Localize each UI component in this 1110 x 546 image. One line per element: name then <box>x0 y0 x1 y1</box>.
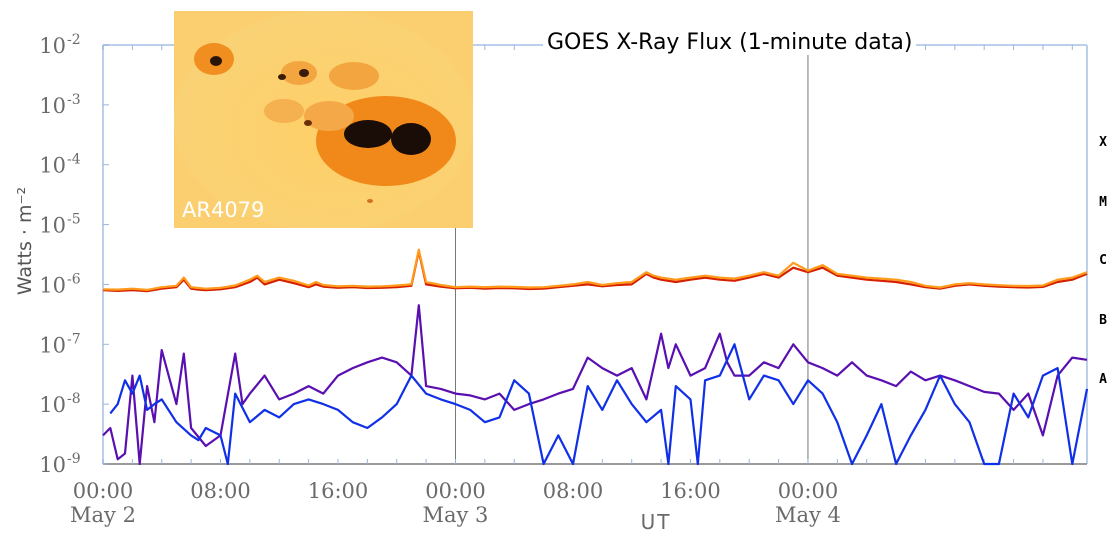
x-tick-time: 00:00 <box>425 479 486 503</box>
y-tick-exponent: -5 <box>67 212 81 228</box>
y-tick-label: 10 <box>39 214 66 238</box>
flare-class-label: A <box>1099 372 1107 387</box>
x-tick-time: 16:00 <box>660 479 721 503</box>
series-line-2 <box>102 304 1088 466</box>
x-tick-time: 08:00 <box>543 479 604 503</box>
y-tick-exponent: -8 <box>67 391 81 407</box>
x-tick-date: May 2 <box>70 503 136 527</box>
flare-class-label: X <box>1099 135 1107 150</box>
series-line-1 <box>102 248 1088 291</box>
x-tick-time: 16:00 <box>308 479 369 503</box>
active-region-label: AR4079 <box>182 198 265 222</box>
y-tick-exponent: -9 <box>67 451 81 467</box>
y-axis-title: Watts · m⁻² <box>14 186 36 296</box>
y-tick-exponent: -2 <box>67 32 81 48</box>
y-tick-exponent: -7 <box>67 331 81 347</box>
y-tick-exponent: -4 <box>67 152 81 168</box>
y-tick-label: 10 <box>39 453 66 477</box>
x-tick-time: 00:00 <box>73 479 134 503</box>
flare-class-label: B <box>1099 313 1107 328</box>
series-line-0 <box>102 250 1088 293</box>
y-tick-label: 10 <box>39 333 66 357</box>
series-line-3 <box>109 343 1089 466</box>
y-tick-exponent: -3 <box>67 92 81 108</box>
flare-class-label: C <box>1099 253 1107 268</box>
x-tick-date: May 4 <box>775 503 841 527</box>
y-tick-label: 10 <box>39 154 66 178</box>
x-tick-time: 08:00 <box>190 479 251 503</box>
x-axis-title: UT <box>641 510 672 534</box>
y-tick-label: 10 <box>39 34 66 58</box>
y-tick-label: 10 <box>39 273 66 297</box>
flare-class-label: M <box>1099 195 1107 210</box>
sunspot-image: AR4079 <box>174 11 473 228</box>
y-tick-label: 10 <box>39 393 66 417</box>
y-tick-label: 10 <box>39 94 66 118</box>
chart-labels: 10-910-810-710-610-510-410-310 -2XMCBA00:… <box>39 32 1107 534</box>
x-tick-date: May 3 <box>423 503 489 527</box>
chart-title: GOES X-Ray Flux (1-minute data) <box>543 30 917 55</box>
sunspot-picture <box>174 11 473 228</box>
y-tick-exponent: -6 <box>67 271 81 287</box>
chart-series <box>102 248 1089 466</box>
x-tick-time: 00:00 <box>778 479 839 503</box>
